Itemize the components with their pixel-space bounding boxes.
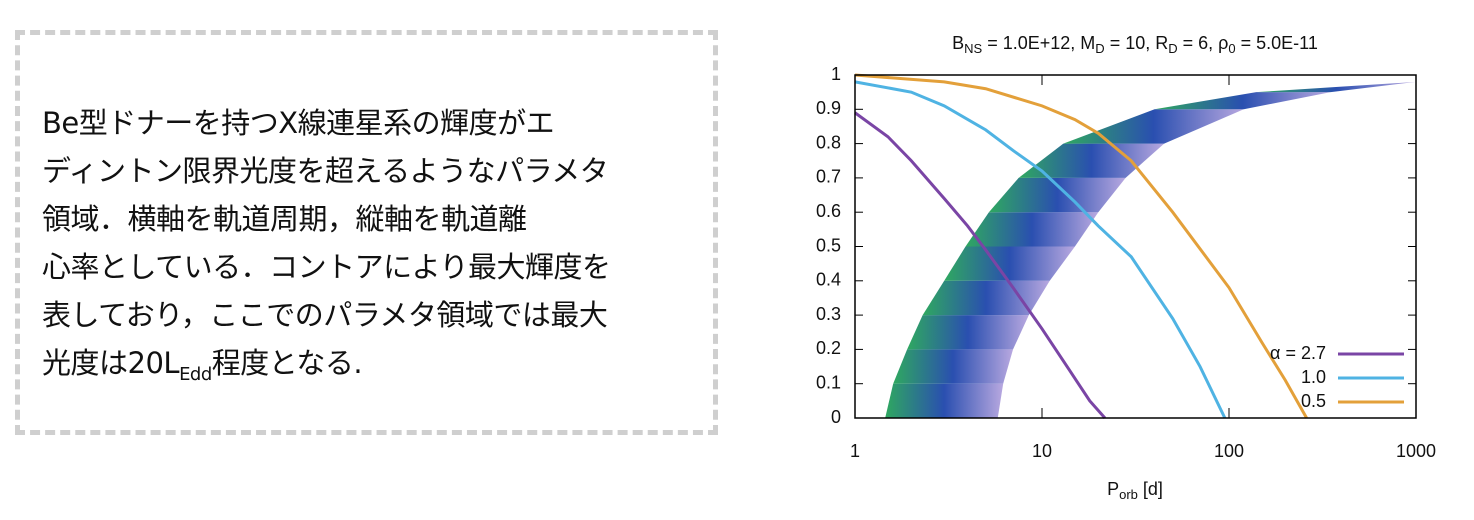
- legend-label: 0.5: [1301, 391, 1326, 411]
- text-span: = 1.0E+12, M: [982, 33, 1095, 53]
- y-tick-label: 1: [831, 64, 841, 84]
- series-line: [854, 73, 1308, 419]
- x-tick-label: 1: [850, 441, 860, 461]
- chart-title: BNS = 1.0E+12, MD = 10, RD = 6, ρ0 = 5.0…: [952, 33, 1318, 57]
- contour-band: [965, 212, 1099, 247]
- contour-band: [1256, 81, 1416, 93]
- text-box: Be型ドナーを持つX線連星系の輝度がエディントン限界光度を超えるようなパラメタ領…: [15, 30, 718, 435]
- text-line: 心率としている．コントアにより最大輝度を: [42, 250, 611, 284]
- contour-band: [922, 280, 1050, 316]
- y-tick-label: 0.9: [816, 98, 841, 118]
- text-line: 表しており，ここでのパラメタ領域では最大: [42, 298, 608, 332]
- text-span: 程度となる.: [211, 346, 363, 380]
- subscript: orb: [1119, 487, 1138, 502]
- y-tick-label: 0.3: [816, 304, 841, 324]
- series-line: [854, 111, 1107, 419]
- text-span: = 5.0E-11: [1236, 33, 1318, 53]
- subscript: D: [1095, 41, 1104, 56]
- text-span: 光度は20L: [42, 346, 180, 380]
- legend-label: α = 2.7: [1270, 343, 1326, 363]
- contour-band: [1154, 92, 1331, 110]
- text-line: 光度は20LEdd程度となる.: [42, 340, 363, 385]
- x-axis-label: Porb [d]: [1107, 479, 1163, 503]
- text-line: 領域．横軸を軌道周期，縦軸を軌道離: [42, 202, 527, 236]
- y-tick-label: 0.2: [816, 338, 841, 358]
- contour-band: [1018, 143, 1165, 178]
- text-span: = 6, ρ: [1178, 33, 1229, 53]
- subscript: D: [1168, 41, 1177, 56]
- contour-band: [944, 246, 1075, 281]
- text-line: ディントン限界光度を超えるようなパラメタ: [42, 154, 609, 188]
- y-tick-label: 0.6: [816, 201, 841, 221]
- subscript: Edd: [179, 363, 212, 385]
- contour-band: [1063, 109, 1244, 144]
- y-tick-label: 0.4: [816, 270, 841, 290]
- y-tick-label: 0.7: [816, 167, 841, 187]
- x-tick-label: 10: [1032, 441, 1052, 461]
- y-tick-label: 0.8: [816, 132, 841, 152]
- x-tick-label: 100: [1214, 441, 1244, 461]
- text-span: P: [1107, 479, 1119, 499]
- text-span: = 10, R: [1105, 33, 1169, 53]
- x-tick-label: 1000: [1396, 441, 1436, 461]
- contour-band: [893, 349, 1014, 384]
- subscript: 0: [1228, 41, 1235, 56]
- series-line: [854, 80, 1227, 419]
- legend-label: 1.0: [1301, 367, 1326, 387]
- text-span: [d]: [1138, 479, 1163, 499]
- subscript: NS: [964, 41, 982, 56]
- y-tick-label: 0.5: [816, 235, 841, 255]
- contour-band: [907, 315, 1029, 350]
- y-tick-label: 0: [831, 407, 841, 427]
- text-span: B: [952, 33, 964, 53]
- contour-band: [988, 177, 1126, 213]
- contour-band: [885, 383, 1004, 418]
- y-tick-label: 0.1: [816, 372, 841, 392]
- text-line: Be型ドナーを持つX線連星系の輝度がエ: [42, 106, 555, 140]
